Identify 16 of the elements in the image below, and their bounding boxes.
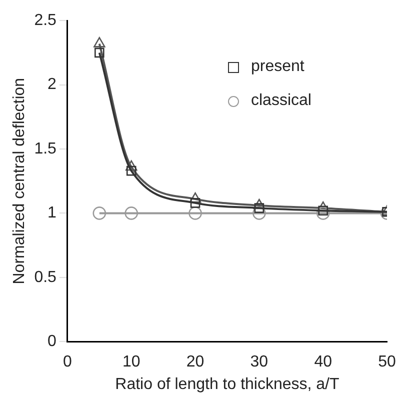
x-tick-label: 50 [378,354,396,371]
x-tick-label: 0 [62,354,72,371]
y-tick-label: 2.5 [34,12,57,30]
x-tick-label: 10 [122,354,140,371]
x-axis-title: Ratio of length to thickness, a/T [115,376,340,393]
y-tick-label: 2 [48,76,57,94]
y-axis-title: Normalized central deflection [11,78,28,284]
legend-label: classical [251,91,312,111]
y-tick-label: 0.5 [34,268,57,286]
y-tick-label: 1.5 [34,140,57,158]
x-tick-label: 30 [250,354,268,371]
y-tick-label: 0 [48,333,57,350]
x-tick-label: 40 [314,354,332,371]
legend-label: present [251,57,304,77]
x-tick-label: 20 [186,354,204,371]
y-tick-label: 1 [48,204,57,222]
